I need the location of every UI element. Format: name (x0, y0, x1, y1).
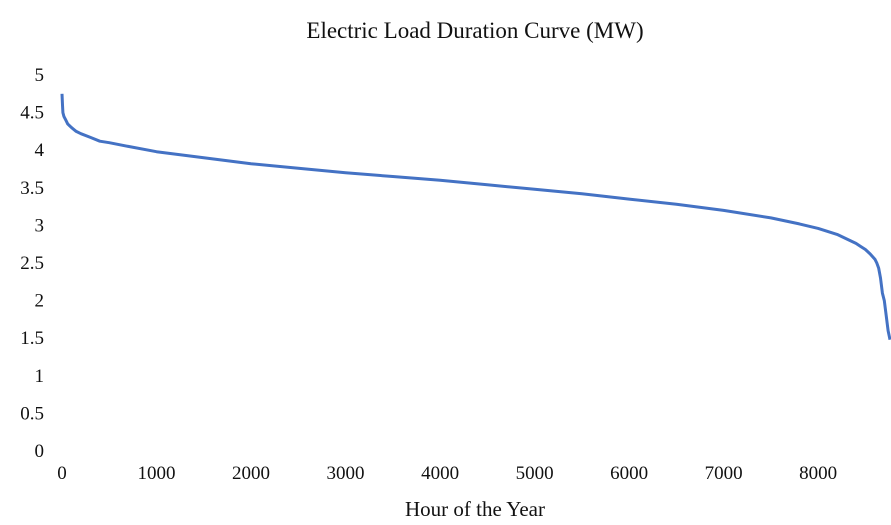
x-tick-label: 6000 (610, 463, 648, 484)
y-tick-label: 3.5 (20, 178, 44, 199)
y-tick-label: 4.5 (20, 103, 44, 124)
x-tick-label: 3000 (327, 463, 365, 484)
y-tick-label: 2 (35, 291, 45, 312)
x-tick-label: 8000 (799, 463, 837, 484)
x-tick-label: 7000 (705, 463, 743, 484)
x-tick-label: 0 (57, 463, 67, 484)
plot-area (60, 93, 891, 341)
y-tick-label: 0.5 (20, 403, 44, 424)
y-tick-label: 4 (35, 140, 45, 161)
x-axis-title: Hour of the Year (405, 497, 545, 521)
y-tick-label: 2.5 (20, 253, 44, 274)
y-tick-label: 0 (35, 441, 45, 462)
x-tick-label: 1000 (138, 463, 176, 484)
y-tick-label: 1 (35, 366, 45, 387)
series-line-0 (60, 93, 891, 341)
x-axis: 0 1000 2000 3000 4000 5000 6000 7000 8000 (57, 463, 837, 484)
y-tick-label: 5 (35, 65, 45, 86)
x-tick-label: 5000 (516, 463, 554, 484)
y-axis: 0 0.5 1 1.5 2 2.5 3 3.5 4 4.5 5 (20, 65, 44, 462)
x-tick-label: 4000 (421, 463, 459, 484)
x-tick-label: 2000 (232, 463, 270, 484)
chart-title: Electric Load Duration Curve (MW) (306, 18, 643, 43)
y-tick-label: 1.5 (20, 328, 44, 349)
y-tick-label: 3 (35, 215, 45, 236)
